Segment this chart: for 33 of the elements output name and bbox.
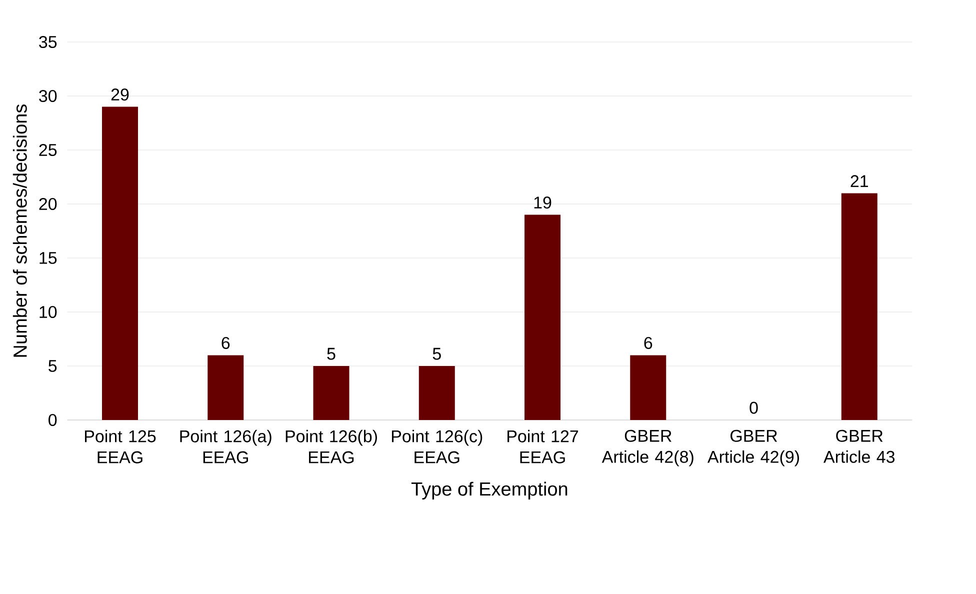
x-tick-label: GBER Article 43 bbox=[824, 430, 895, 463]
y-tick-label: 20 bbox=[39, 198, 57, 210]
bar bbox=[524, 214, 561, 420]
bar bbox=[418, 366, 455, 420]
data-label: 21 bbox=[850, 175, 868, 187]
x-tick-label: GBER Article 42(8) bbox=[602, 430, 694, 466]
y-tick-label: 30 bbox=[39, 90, 57, 102]
y-tick-label: 25 bbox=[39, 144, 57, 156]
x-tick-label: GBER Article 42(9) bbox=[707, 430, 799, 466]
x-axis-title: Type of Exemption bbox=[411, 482, 568, 500]
data-label: 6 bbox=[644, 336, 652, 350]
y-tick-label: 0 bbox=[48, 414, 57, 426]
y-tick-label: 35 bbox=[39, 36, 57, 48]
y-tick-label: 5 bbox=[48, 360, 57, 372]
bar bbox=[630, 355, 666, 420]
x-tick-label: Point 125 EEAG bbox=[85, 430, 156, 464]
bar bbox=[102, 106, 138, 420]
x-tick-label: Point 126(c) EEAG bbox=[392, 430, 482, 464]
y-axis-title: Number of schemes/decisions bbox=[12, 104, 27, 357]
x-tick-label: Point 126(b) EEAG bbox=[286, 430, 377, 464]
data-label: 6 bbox=[222, 336, 230, 350]
bar bbox=[841, 193, 878, 420]
y-tick-label: 10 bbox=[40, 306, 57, 318]
bar bbox=[313, 366, 350, 420]
data-label: 5 bbox=[327, 348, 336, 360]
x-tick-label: Point 127 EEAG bbox=[508, 430, 578, 464]
data-label: 5 bbox=[432, 348, 441, 360]
data-label: 29 bbox=[111, 88, 129, 101]
bar bbox=[208, 355, 244, 420]
y-tick-label: 15 bbox=[40, 252, 57, 264]
x-tick-label: Point 126(a) EEAG bbox=[180, 430, 272, 464]
data-label: 0 bbox=[750, 402, 758, 414]
data-label: 19 bbox=[534, 196, 552, 209]
